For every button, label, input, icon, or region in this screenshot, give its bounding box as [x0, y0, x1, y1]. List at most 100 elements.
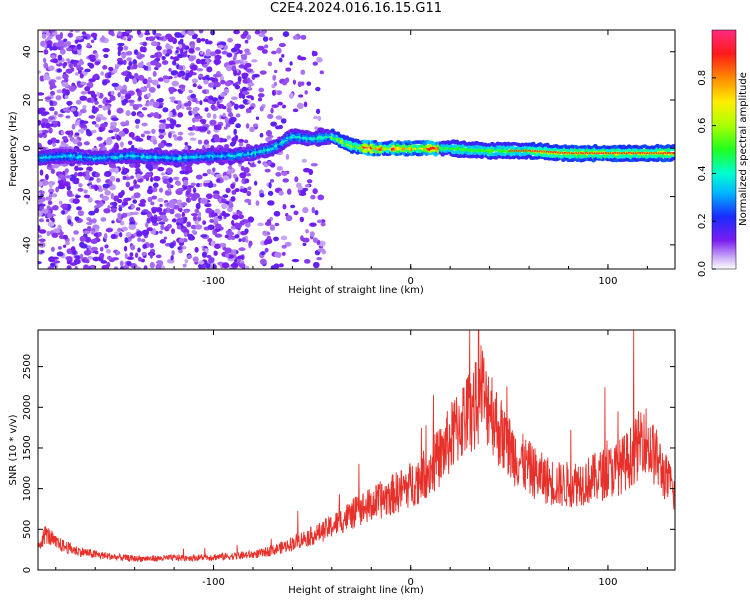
spectrogram-cell	[177, 131, 184, 136]
spectrogram-cell	[142, 41, 148, 47]
spectrogram-cell	[213, 58, 221, 65]
spectrogram-cell	[129, 102, 135, 107]
spectrogram-cell	[74, 265, 78, 269]
spectrogram-cell	[143, 265, 148, 269]
spectrogram-cell	[214, 49, 222, 55]
spectrogram-cell	[273, 210, 281, 217]
spectrogram-cell	[207, 224, 215, 230]
spectrogram-cell	[302, 187, 309, 192]
spectrogram-cell	[174, 32, 179, 38]
spectrogram-cell	[267, 200, 275, 206]
spectrogram-cell	[52, 143, 57, 147]
spectrogram-cell	[213, 250, 218, 256]
spectrogram-cell	[228, 60, 237, 66]
spectrogram-cell	[206, 254, 212, 259]
spectrogram-cell	[94, 123, 100, 128]
spectrogram-cell	[194, 246, 199, 253]
spectrogram-cell	[126, 51, 133, 56]
spectrogram-cell	[133, 49, 139, 56]
x-tick-label: -100	[202, 577, 225, 588]
spectrogram-cell	[164, 226, 170, 232]
spectrogram-cell	[304, 90, 308, 95]
spectrogram-cell	[85, 128, 91, 135]
spectrogram-cell	[268, 182, 272, 189]
spectrogram-cell	[135, 173, 142, 180]
spectrogram-cell	[286, 188, 292, 195]
spectrogram-cell	[200, 38, 206, 42]
spectrogram-cell	[121, 71, 129, 76]
spectrogram-cell	[247, 77, 251, 83]
spectrogram-cell	[178, 90, 183, 94]
spectrogram-cell	[318, 240, 326, 247]
spectrogram-cell	[91, 120, 97, 125]
spectrogram-cell	[83, 189, 88, 194]
spectrogram-cell	[41, 33, 47, 39]
spectrogram-cell	[126, 260, 132, 267]
spectrogram-cell	[216, 123, 222, 131]
spectrogram-cell	[90, 238, 98, 244]
spectrogram-cell	[122, 59, 127, 66]
spectrogram-cell	[142, 78, 148, 85]
spectrogram-cell	[177, 112, 184, 118]
spectrogram-cell	[45, 218, 50, 223]
spectrogram-cell	[101, 195, 110, 201]
spectrogram-cell	[302, 206, 309, 214]
spectrogram-cell	[158, 123, 166, 130]
spectrogram-cell	[38, 261, 42, 265]
spectrogram-cell	[210, 212, 215, 218]
spectrogram-cell	[110, 234, 117, 240]
spectrogram-cell	[90, 230, 95, 235]
spectrogram-cell	[227, 37, 234, 43]
spectrogram-cell	[298, 56, 307, 61]
spectrogram-cell	[168, 202, 175, 209]
spectrogram-cell	[244, 178, 250, 184]
spectrogram-cell	[190, 64, 198, 71]
spectrogram-cell	[38, 92, 45, 96]
spectrogram-cell	[44, 173, 49, 181]
spectrogram-cell	[161, 55, 166, 61]
spectrogram-cell	[238, 104, 245, 109]
spectrogram-cell	[39, 169, 44, 176]
x-tick-label: 100	[598, 577, 617, 588]
spectrogram-cell	[41, 111, 50, 116]
spectrogram-cell	[317, 194, 325, 201]
spectrogram-cell	[136, 137, 144, 142]
spectrogram-cell	[117, 42, 125, 47]
spectrogram-cell	[50, 90, 56, 96]
spectrogram-cell	[201, 251, 207, 258]
spectrogram-cell	[281, 244, 287, 249]
spectrogram-cell	[166, 258, 175, 264]
spectrogram-cell	[132, 104, 139, 111]
spectrogram-cell	[51, 120, 59, 124]
spectrogram-cell	[247, 186, 252, 191]
spectrogram-cell	[48, 188, 55, 194]
spectrogram-cell	[102, 105, 108, 111]
spectrogram-cell	[238, 247, 246, 252]
spectrogram-cell	[106, 255, 112, 260]
spectrogram-cell	[199, 100, 203, 105]
spectrogram-cell	[97, 188, 103, 193]
spectrogram-cell	[136, 30, 142, 36]
spectrogram-cell	[77, 141, 83, 147]
spectrogram-cell	[188, 47, 195, 54]
spectrogram-cell	[186, 165, 192, 172]
spectrogram-cell	[132, 59, 137, 66]
spectrogram-cell	[171, 218, 177, 223]
spectrogram-cell	[178, 84, 186, 89]
spectrogram-cell	[209, 257, 215, 263]
spectrogram-cell	[74, 165, 79, 172]
spectrogram-cell	[74, 132, 80, 136]
spectrogram-cell	[41, 123, 45, 129]
spectrogram-cell	[63, 38, 68, 43]
spectrogram-cell	[187, 132, 195, 136]
spectrogram-cell	[224, 81, 232, 87]
spectrogram-cell	[251, 59, 258, 63]
spectrogram-cell	[281, 53, 285, 58]
spectrogram-cell	[100, 260, 108, 264]
spectrogram-cell	[263, 163, 269, 168]
spectrogram-cell	[173, 56, 180, 62]
spectrogram-cell	[64, 94, 69, 99]
spectrogram-cell	[244, 139, 249, 144]
spectrogram-cell	[257, 222, 264, 227]
